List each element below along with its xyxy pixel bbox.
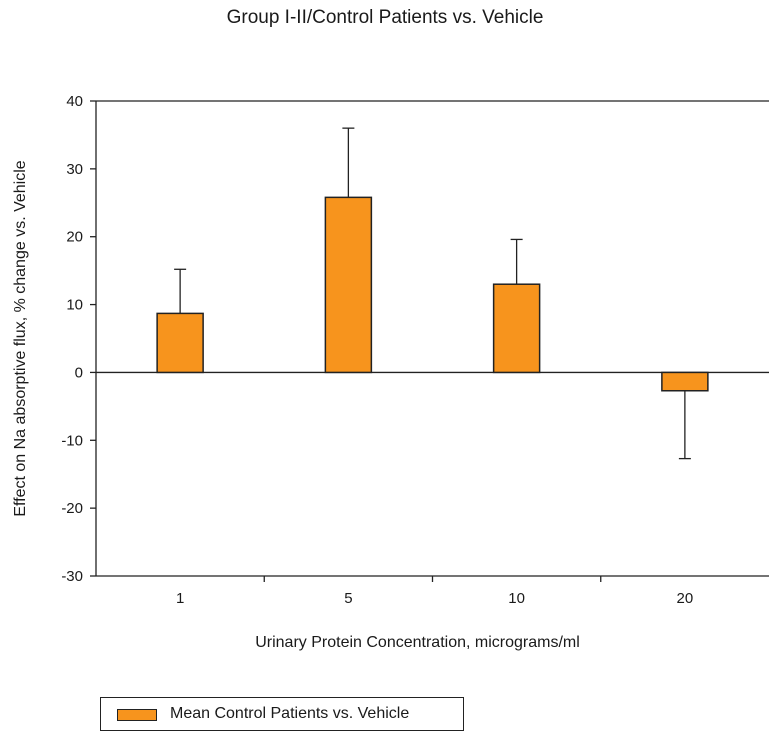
bar <box>156 312 204 374</box>
bar <box>492 283 541 374</box>
bar-chart: 40 30 20 10 0 -10 -20 -30 1 5 10 20 Urinary Protein … <box>12 93 769 651</box>
x-tick-label: 20 <box>677 590 694 607</box>
x-tick-label: 10 <box>508 590 525 607</box>
legend-swatch <box>117 709 157 721</box>
y-tick-label: 40 <box>66 93 83 110</box>
y-tick-label: 0 <box>75 364 83 381</box>
x-axis-label: Urinary Protein Concentration, microgram… <box>255 634 580 651</box>
bar <box>324 196 373 374</box>
legend: Mean Control Patients vs. Vehicle <box>100 697 464 731</box>
y-tick-label: -30 <box>61 568 83 585</box>
y-axis-label: Effect on Na absorptive flux, % change v… <box>12 160 29 516</box>
bar <box>661 371 709 392</box>
y-tick-label: -10 <box>61 432 83 449</box>
y-tick-label: 20 <box>66 229 83 246</box>
y-tick-label: 10 <box>66 297 83 314</box>
legend-label: Mean Control Patients vs. Vehicle <box>170 705 410 722</box>
x-tick-label: 5 <box>344 590 352 607</box>
x-tick-label: 1 <box>176 590 184 607</box>
y-tick-label: 30 <box>66 161 83 178</box>
y-tick-label: -20 <box>61 500 83 517</box>
chart-title: Group I-II/Control Patients vs. Vehicle <box>226 7 544 28</box>
